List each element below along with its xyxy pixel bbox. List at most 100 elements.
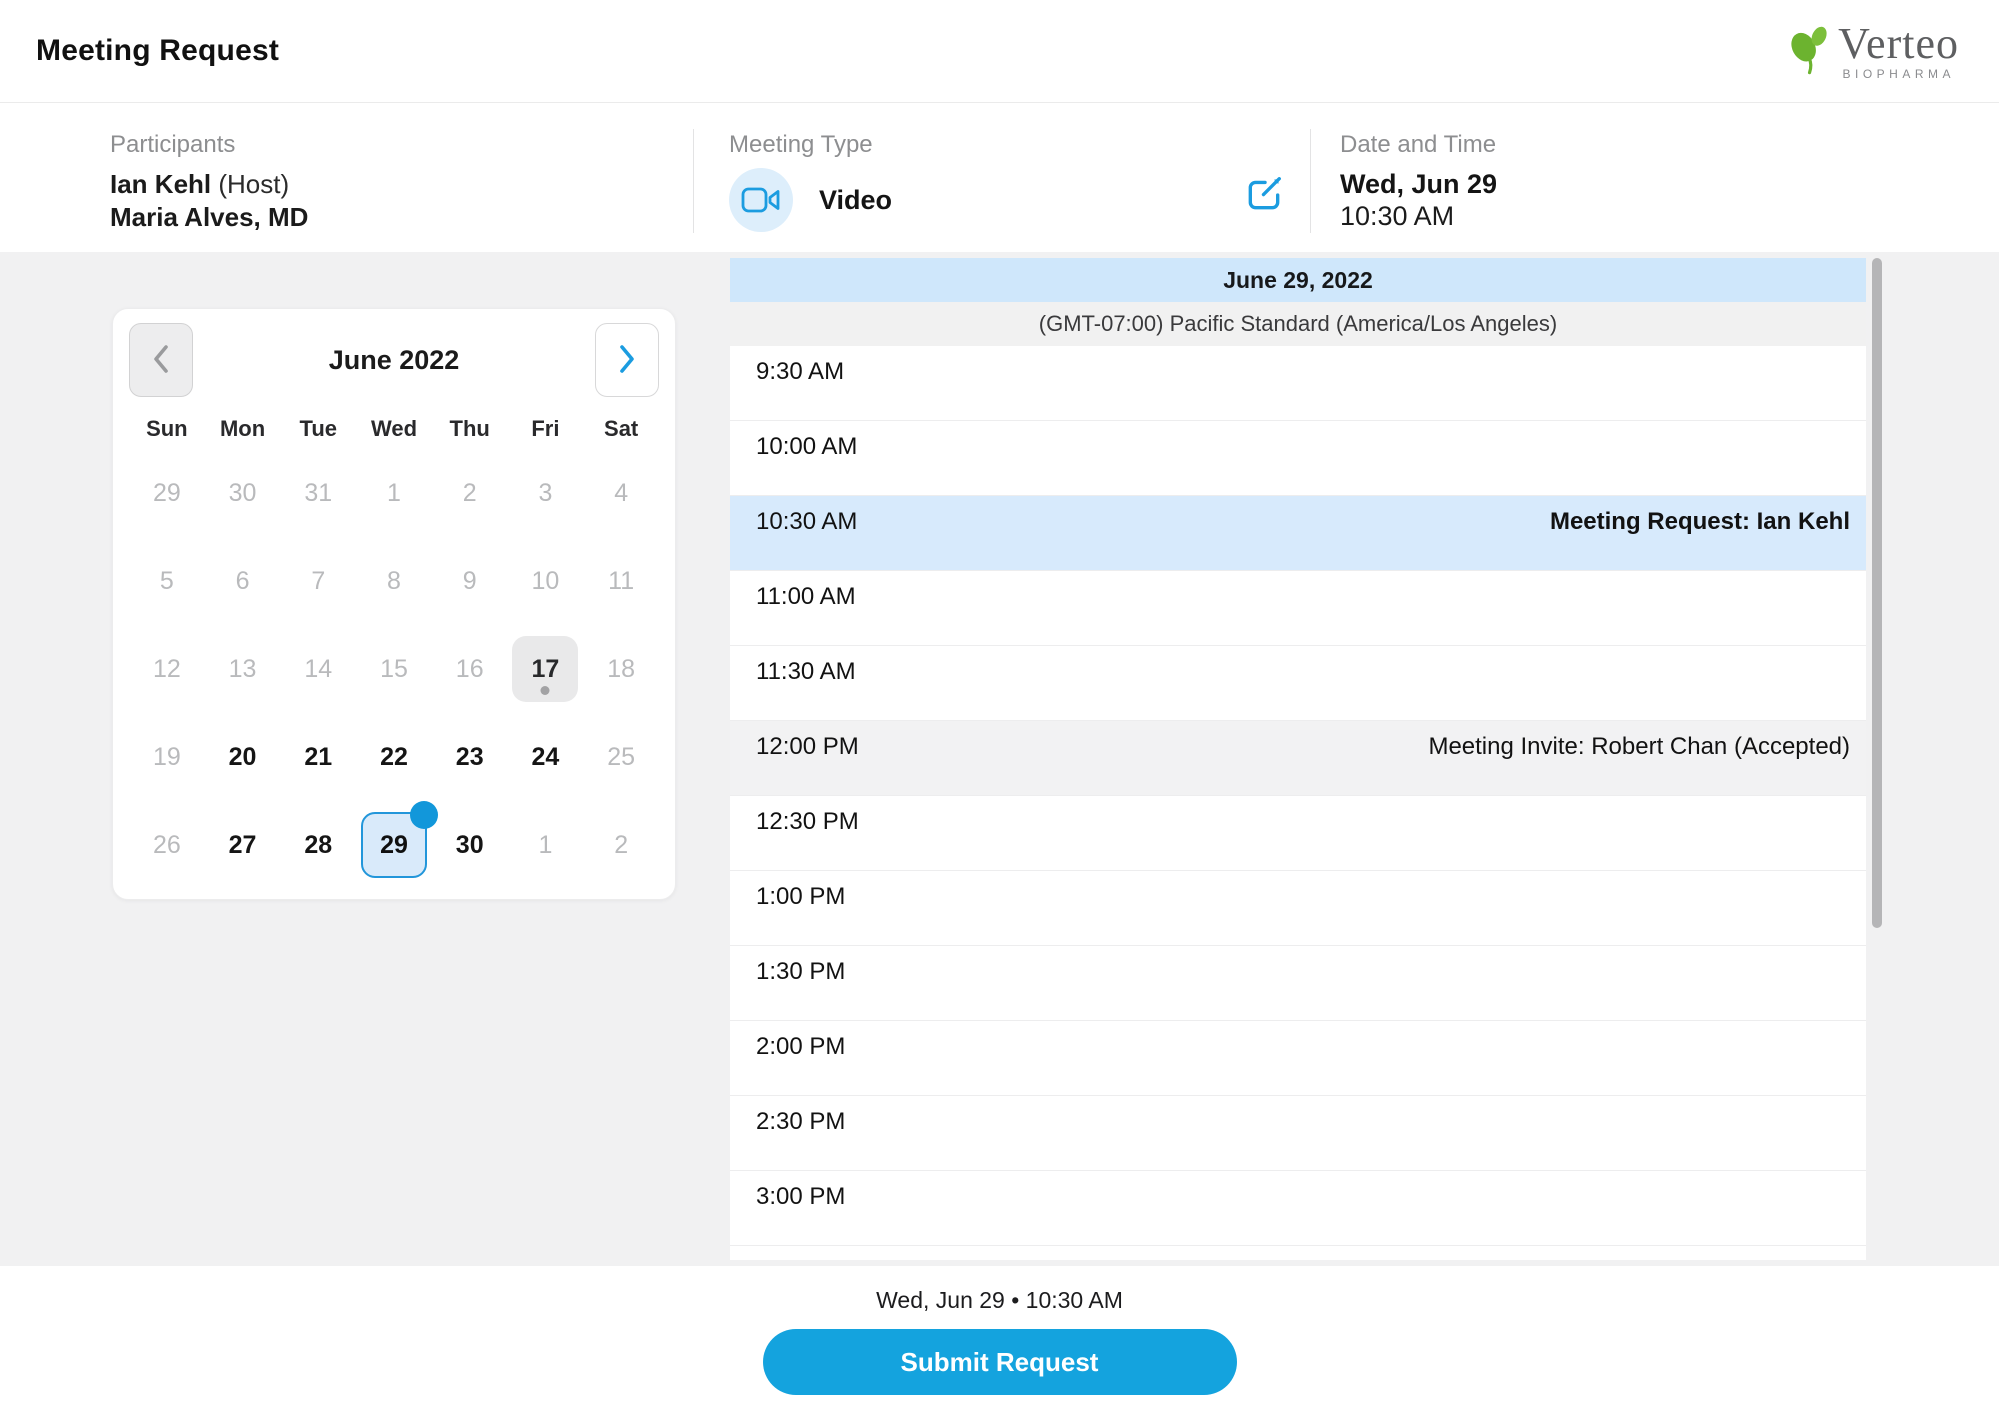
time-slot[interactable]: 9:30 AM: [730, 346, 1866, 421]
calendar-day-number: 27: [228, 830, 257, 859]
time-slot[interactable]: 2:00 PM: [730, 1021, 1866, 1096]
slot-time: 3:00 PM: [756, 1183, 846, 1210]
calendar-day[interactable]: 27: [205, 801, 281, 889]
calendar-day[interactable]: 19: [129, 713, 205, 801]
calendar-day-number: 24: [531, 742, 560, 771]
calendar-day[interactable]: 26: [129, 801, 205, 889]
time-slot[interactable]: 1:30 PM: [730, 946, 1866, 1021]
calendar-day[interactable]: 5: [129, 537, 205, 625]
dow-label: Tue: [299, 416, 338, 441]
calendar-day-number: 9: [462, 566, 477, 595]
calendar-day[interactable]: 11: [583, 537, 659, 625]
calendar-day[interactable]: 30: [432, 801, 508, 889]
slot-time: 10:00 AM: [756, 433, 858, 460]
calendar-day-number: 15: [380, 654, 408, 683]
calendar-day-number: 28: [304, 830, 333, 859]
calendar-day-number: 3: [538, 478, 553, 507]
next-month-button[interactable]: [595, 323, 659, 397]
calendar-day[interactable]: 1: [508, 801, 584, 889]
calendar-day-number: 5: [159, 566, 174, 595]
calendar-day[interactable]: 30: [205, 449, 281, 537]
calendar-day-number: 4: [614, 478, 629, 507]
calendar-day[interactable]: 15: [356, 625, 432, 713]
brand-tagline: BIOPHARMA: [1842, 66, 1955, 81]
calendar-day[interactable]: 8: [356, 537, 432, 625]
calendar-day[interactable]: 29: [129, 449, 205, 537]
edit-icon: [1244, 174, 1284, 217]
meeting-type-section: Meeting Type Video: [693, 103, 1310, 252]
calendar-grid: 29 30 31 1 2 3 4 5 6 7 8 9 10 11 12 13 1…: [129, 449, 659, 889]
participants-label: Participants: [110, 131, 236, 158]
calendar-day-number: 8: [387, 566, 401, 595]
calendar-day[interactable]: 12: [129, 625, 205, 713]
calendar-day[interactable]: 6: [205, 537, 281, 625]
chevron-right-icon: [616, 342, 638, 379]
calendar-day[interactable]: 28: [280, 801, 356, 889]
calendar-day[interactable]: 10: [508, 537, 584, 625]
calendar-day-number: 16: [455, 654, 484, 683]
host-name: Ian Kehl: [110, 169, 212, 199]
calendar-day[interactable]: 2: [432, 449, 508, 537]
selected-date: Wed, Jun 29: [1340, 169, 1498, 199]
dow-label: Sat: [604, 416, 639, 441]
participant-attendee: Maria Alves, MD: [110, 202, 309, 232]
time-slot[interactable]: 2:30 PM: [730, 1096, 1866, 1171]
calendar-day[interactable]: 16: [432, 625, 508, 713]
calendar-day[interactable]: 23: [432, 713, 508, 801]
meeting-type-row: Video: [729, 168, 1310, 232]
calendar-day[interactable]: 1: [356, 449, 432, 537]
calendar-day-number: 2: [614, 830, 629, 859]
calendar-day[interactable]: 3: [508, 449, 584, 537]
calendar-day[interactable]: 13: [205, 625, 281, 713]
app-header: Meeting Request Verteo BIOPHARMA: [0, 0, 1999, 103]
time-slot-busy-meeting[interactable]: 12:00 PM Meeting Invite: Robert Chan (Ac…: [730, 721, 1866, 796]
calendar-day-number: 29: [360, 801, 438, 878]
brand-logo: Verteo BIOPHARMA: [1790, 21, 1959, 81]
calendar-day[interactable]: 25: [583, 713, 659, 801]
participant-host: Ian Kehl (Host): [110, 168, 693, 201]
host-role: (Host): [211, 169, 290, 199]
calendar-day[interactable]: 7: [280, 537, 356, 625]
meeting-type-value: Video: [819, 184, 893, 215]
calendar-day[interactable]: 24: [508, 713, 584, 801]
time-slot[interactable]: 11:00 AM: [730, 571, 1866, 646]
slot-time: 9:30 AM: [756, 358, 845, 385]
calendar-month-title: June 2022: [328, 344, 460, 375]
edit-meeting-type-button[interactable]: [1242, 173, 1286, 217]
calendar-day[interactable]: 2: [583, 801, 659, 889]
schedule-scrollbar[interactable]: [1872, 258, 1882, 928]
calendar-day[interactable]: 4: [583, 449, 659, 537]
dow-label: Fri: [531, 416, 560, 441]
slot-time: 2:30 PM: [756, 1108, 846, 1135]
calendar-day[interactable]: 20: [205, 713, 281, 801]
calendar-day-today[interactable]: 17: [508, 625, 584, 713]
calendar-day-number: 1: [538, 830, 553, 859]
divider: [1310, 129, 1311, 233]
calendar-day[interactable]: 9: [432, 537, 508, 625]
submit-request-button[interactable]: Submit Request: [762, 1329, 1237, 1395]
divider: [693, 129, 694, 233]
time-slot[interactable]: 12:30 PM: [730, 796, 1866, 871]
time-slot-selected-meeting[interactable]: 10:30 AM Meeting Request: Ian Kehl: [730, 496, 1866, 571]
time-slot[interactable]: 1:00 PM: [730, 871, 1866, 946]
time-slot[interactable]: 3:00 PM: [730, 1171, 1866, 1246]
calendar-day[interactable]: 31: [280, 449, 356, 537]
calendar-day-number: 30: [228, 478, 257, 507]
datetime-section: Date and Time Wed, Jun 29 10:30 AM: [1310, 103, 1999, 252]
brand-leaf-icon: [1790, 22, 1830, 81]
meeting-summary-bar: Participants Ian Kehl (Host) Maria Alves…: [0, 103, 1999, 252]
calendar-day[interactable]: 18: [583, 625, 659, 713]
calendar-day[interactable]: 22: [356, 713, 432, 801]
time-slot[interactable]: 11:30 AM: [730, 646, 1866, 721]
time-slot[interactable]: 10:00 AM: [730, 421, 1866, 496]
calendar-day-number: 1: [387, 478, 401, 507]
dow-label: Thu: [449, 416, 490, 441]
calendar-day-number: 31: [304, 478, 333, 507]
calendar-day-number: 7: [311, 566, 326, 595]
previous-month-button[interactable]: [129, 323, 193, 397]
calendar-day-selected[interactable]: 29: [356, 801, 438, 889]
calendar-day[interactable]: 21: [280, 713, 356, 801]
calendar-day-number: 10: [531, 566, 560, 595]
calendar-day-number: 13: [228, 654, 257, 683]
calendar-day[interactable]: 14: [280, 625, 356, 713]
